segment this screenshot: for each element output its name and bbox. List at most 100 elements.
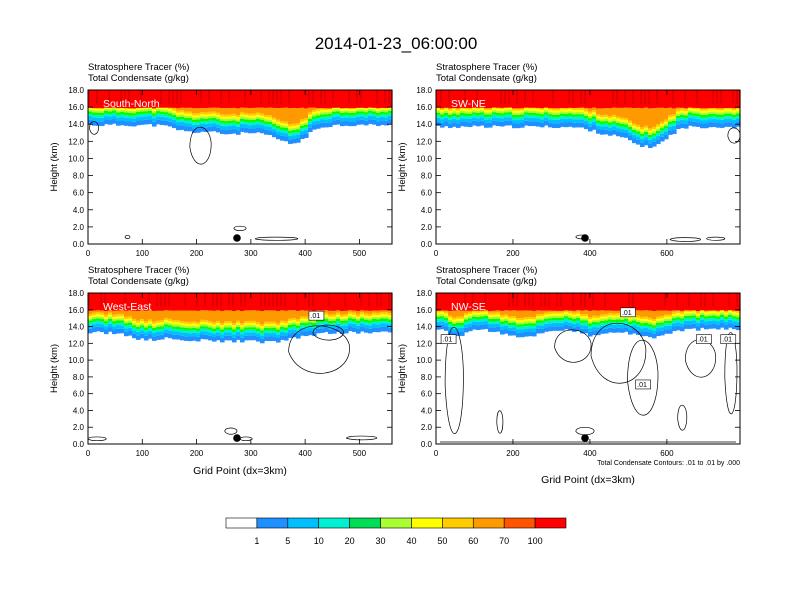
tracer-cell [560, 326, 565, 331]
tracer-cell [368, 328, 373, 334]
tracer-cell [360, 119, 365, 125]
tracer-cell [376, 324, 381, 328]
tracer-cell [716, 112, 721, 115]
tracer-cell [144, 106, 149, 109]
tracer-cell [680, 311, 685, 315]
tracer-streak [272, 293, 274, 307]
tracer-cell [512, 327, 517, 331]
tracer-streak [628, 293, 630, 307]
tracer-cell [488, 327, 493, 332]
tracer-cell [644, 90, 649, 108]
tracer-cell [492, 107, 497, 110]
tracer-cell [128, 320, 133, 323]
tracer-cell [292, 329, 297, 333]
tracer-cell [500, 329, 505, 335]
tracer-cell [652, 323, 657, 326]
tracer-cell [236, 90, 241, 109]
tracer-cell [168, 325, 173, 328]
tracer-cell [200, 123, 205, 128]
tracer-cell [304, 108, 309, 119]
tracer-streak [280, 293, 282, 307]
panel-subtitle-tracer: Stratosphere Tracer (%) [436, 265, 537, 276]
tracer-cell [216, 323, 221, 326]
tracer-cell [132, 323, 137, 326]
tracer-cell [376, 293, 381, 311]
tracer-cell [172, 117, 177, 120]
tracer-cell [544, 323, 549, 328]
tracer-cell [568, 313, 573, 316]
tracer-cell [704, 310, 709, 313]
tracer-streak [128, 90, 130, 104]
tracer-cell [532, 319, 537, 322]
tracer-cell [720, 110, 725, 113]
tracer-cell [228, 116, 233, 119]
tracer-cell [456, 119, 461, 124]
tracer-cell [332, 310, 337, 315]
tracer-cell [208, 327, 213, 330]
tracer-cell [148, 90, 153, 108]
tracer-cell [532, 331, 537, 337]
tracer-cell [468, 113, 473, 117]
tracer-cell [468, 311, 473, 314]
tracer-cell [212, 107, 217, 112]
tracer-cell [508, 322, 513, 326]
tracer-cell [688, 293, 693, 311]
y-tick-label: 4.0 [73, 206, 85, 215]
tracer-cell [268, 321, 273, 324]
tracer-cell [588, 326, 593, 329]
tracer-cell [516, 329, 521, 333]
tracer-cell [140, 114, 145, 117]
tracer-cell [544, 107, 549, 111]
tracer-cell [372, 293, 377, 311]
tracer-cell [584, 113, 589, 116]
tracer-cell [548, 293, 553, 311]
tracer-cell [460, 113, 465, 116]
tracer-cell [464, 113, 469, 117]
tracer-streak [156, 293, 158, 307]
tracer-cell [192, 122, 197, 125]
tracer-cell [304, 127, 309, 130]
tracer-cell [92, 114, 97, 118]
tracer-cell [288, 324, 293, 328]
tracer-cell [528, 112, 533, 116]
tracer-cell [628, 122, 633, 125]
tracer-cell [604, 318, 609, 321]
tracer-cell [212, 322, 217, 325]
tracer-cell [272, 132, 277, 138]
tracer-cell [152, 330, 157, 333]
tracer-cell [112, 316, 117, 319]
tracer-cell [668, 325, 673, 330]
tracer-cell [176, 322, 181, 325]
tracer-cell [344, 318, 349, 321]
tracer-cell [316, 293, 321, 311]
tracer-cell [548, 313, 553, 317]
tracer-cell [196, 90, 201, 109]
tracer-cell [168, 323, 173, 326]
tracer-cell [180, 323, 185, 326]
tracer-cell [644, 316, 649, 319]
tracer-cell [496, 310, 501, 313]
tracer-cell [248, 107, 253, 114]
colorbar-swatch [318, 517, 350, 529]
plot-frame [87, 89, 393, 245]
tracer-cell [116, 320, 121, 323]
tracer-cell [504, 90, 509, 108]
tracer-cell [448, 108, 453, 111]
tracer-cell [324, 324, 329, 328]
tracer-cell [156, 113, 161, 117]
tracer-cell [584, 90, 589, 108]
tracer-cell [192, 108, 197, 114]
tracer-cell [576, 112, 581, 115]
tracer-cell [376, 315, 381, 318]
tracer-cell [268, 121, 273, 125]
tracer-cell [604, 90, 609, 108]
tracer-cell [580, 328, 585, 334]
tracer-cell [104, 293, 109, 312]
tracer-cell [180, 121, 185, 126]
tracer-cell [344, 325, 349, 329]
tracer-cell [112, 293, 117, 311]
tracer-cell [280, 90, 285, 108]
panel-subtitle-condensate: Total Condensate (g/kg) [436, 73, 537, 84]
tracer-cell [140, 310, 145, 320]
tracer-cell [732, 112, 737, 115]
